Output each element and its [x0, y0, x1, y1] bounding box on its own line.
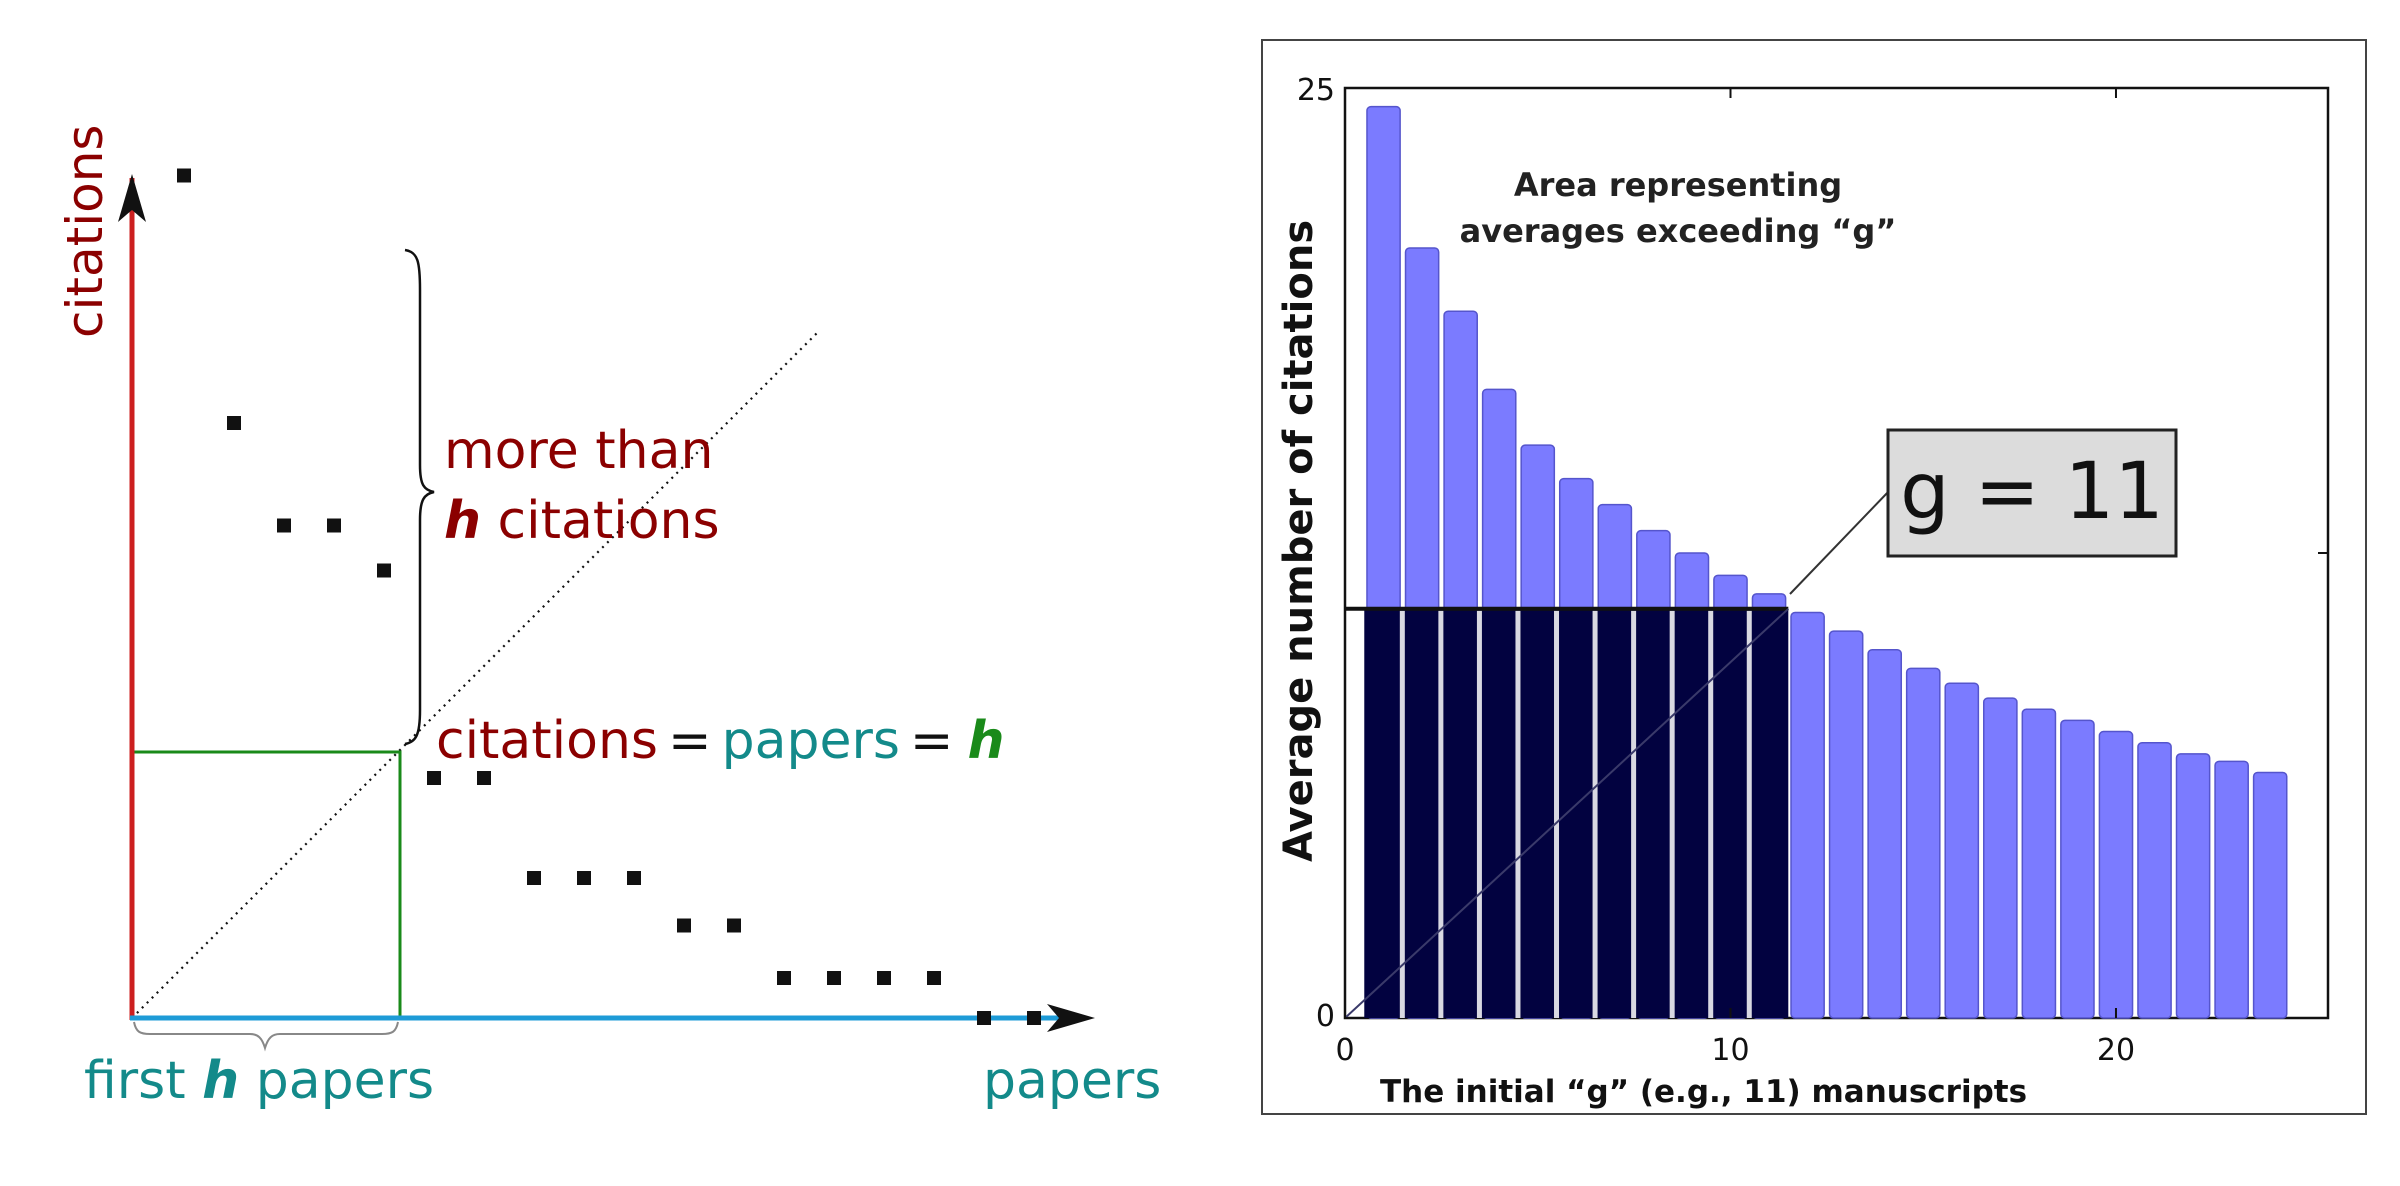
bar [1867, 648, 1903, 1019]
bar [1983, 697, 2018, 1019]
bar-gap [1399, 610, 1405, 1018]
bar [1905, 667, 1941, 1019]
paper-point [927, 971, 941, 985]
bar [2060, 719, 2095, 1019]
area-label-line1: Area representing [1514, 166, 1842, 204]
brace-label-line1: more than [444, 421, 713, 481]
bar [2175, 753, 2211, 1019]
brace-first-h-papers [133, 1021, 399, 1052]
brace-label-rest: citations [481, 491, 720, 551]
bar [1944, 682, 1980, 1019]
bar [1790, 611, 1825, 1019]
y-axis-label: citations [56, 125, 114, 338]
paper-point [527, 871, 541, 885]
bar [2214, 760, 2249, 1019]
equation-label: citations = papers = h [436, 711, 1005, 771]
annotation-box [1886, 428, 2178, 558]
paper-point [977, 1011, 991, 1025]
bar-gap [1438, 610, 1444, 1018]
paper-point [377, 563, 391, 578]
bar-gap [1669, 610, 1675, 1018]
y-tick-label: 0 [1316, 999, 1335, 1034]
paper-point [427, 771, 441, 785]
paper-point [177, 168, 191, 183]
bar-gap [1515, 610, 1521, 1018]
chart-y-axis-label: Average number of citations [1276, 220, 1322, 862]
y-tick-label: 25 [1297, 73, 1335, 108]
bar [2137, 741, 2172, 1019]
eq-citations: citations [436, 711, 658, 771]
g-square-region [1364, 608, 1789, 1018]
bar [2252, 771, 2288, 1019]
paper-point [327, 518, 341, 533]
brace-label-h: h [444, 491, 481, 551]
paper-point [677, 918, 691, 933]
first-label-h: h [202, 1051, 239, 1111]
bar-gap [1554, 610, 1560, 1018]
y-axis-arrow-icon [118, 174, 146, 222]
eq-sign-2: = [910, 711, 954, 771]
brace-label-line2: h citations [444, 491, 720, 551]
paper-point [477, 771, 491, 785]
bar [1828, 630, 1864, 1019]
bars [1344, 105, 2288, 1019]
paper-point [827, 971, 841, 985]
x-axis-arrow-icon [1047, 1004, 1095, 1032]
eq-papers: papers [722, 711, 900, 771]
area-label-line2: averages exceeding “g” [1460, 212, 1897, 250]
paper-point [877, 971, 891, 985]
chart-x-axis-label: The initial “g” (e.g., 11) manuscripts [1380, 1074, 2027, 1110]
paper-point [1027, 1011, 1041, 1025]
paper-point [777, 971, 791, 985]
paper-points [177, 168, 1041, 1025]
eq-sign-1: = [668, 711, 712, 771]
diagonal-line [131, 331, 819, 1019]
x-tick-label: 20 [2097, 1033, 2135, 1068]
bar [2021, 708, 2057, 1019]
g-diagonal [1344, 608, 1789, 1019]
axis-ticks: 0 10 20 0 25 [1297, 73, 2328, 1068]
annotation-leader [1789, 489, 1891, 595]
bar-gap [1631, 610, 1637, 1018]
bar-gap [1708, 610, 1714, 1018]
x-tick-label: 10 [1711, 1033, 1749, 1068]
paper-point [727, 918, 741, 933]
first-label-pre: first [84, 1051, 202, 1111]
paper-point [577, 871, 591, 885]
first-h-papers-label: first h papers [84, 1051, 434, 1111]
h-square-outline [132, 750, 402, 1018]
paper-point [227, 416, 241, 430]
eq-h: h [968, 711, 1005, 771]
annotation-box-text: g = 11 [1900, 447, 2164, 537]
x-tick-label: 0 [1335, 1033, 1354, 1068]
x-axis-label: papers [983, 1051, 1161, 1111]
bar-gap [1476, 610, 1482, 1018]
brace-upper-right [404, 248, 435, 746]
bar-gap [1746, 610, 1752, 1018]
paper-point [277, 518, 291, 533]
first-label-post: papers [239, 1051, 434, 1111]
bar [2098, 730, 2134, 1019]
bar-gap [1592, 610, 1598, 1018]
g-index-chart: 0 10 20 0 25 g = 11 Area representing averag… [1261, 39, 2367, 1115]
h-index-diagram: citations papers more than h citations c… [56, 125, 1161, 1111]
paper-point [627, 871, 641, 885]
